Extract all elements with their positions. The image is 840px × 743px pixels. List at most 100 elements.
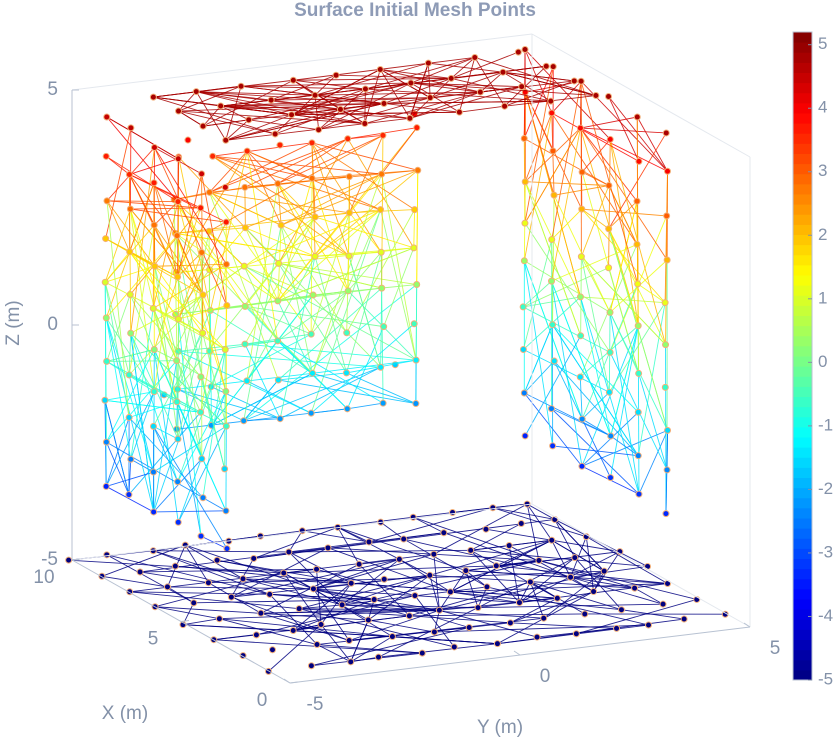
mesh-edge <box>320 624 352 663</box>
mesh-edge <box>178 350 381 368</box>
mesh-edge <box>288 551 343 606</box>
mesh-point <box>376 65 384 73</box>
mesh-point <box>519 346 527 354</box>
mesh-edge <box>348 255 382 368</box>
mesh-edge <box>130 332 179 440</box>
mesh-point <box>150 388 158 396</box>
mesh-point <box>243 147 251 155</box>
mesh-point <box>592 92 600 100</box>
mesh-edge <box>128 401 178 418</box>
mesh-point <box>150 508 158 516</box>
mesh-edge <box>580 256 610 393</box>
mesh-edge <box>104 391 155 401</box>
mesh-edge <box>610 435 639 457</box>
mesh-edge <box>433 503 528 555</box>
mesh-edge <box>177 332 204 440</box>
mesh-edge <box>106 294 131 362</box>
mesh-edge <box>244 209 381 267</box>
mesh-point <box>205 188 213 196</box>
mesh-point <box>285 548 293 556</box>
mesh-point <box>215 615 223 623</box>
mesh-edge <box>153 458 203 513</box>
colorbar-segment <box>793 669 812 681</box>
mesh-edge <box>280 224 348 333</box>
mesh-point <box>483 583 491 591</box>
mesh-point <box>361 85 369 93</box>
mesh-edge <box>580 185 610 257</box>
mesh-edge <box>664 171 668 303</box>
mesh-edge <box>410 82 481 93</box>
mesh-edge <box>271 97 431 101</box>
mesh-point <box>198 170 206 178</box>
mesh-edge <box>347 134 383 140</box>
mesh-point <box>520 134 528 142</box>
mesh-point <box>411 592 419 600</box>
mesh-edge <box>140 547 329 573</box>
mesh-edge <box>106 200 130 418</box>
mesh-edge <box>129 182 155 252</box>
mesh-point <box>243 377 251 385</box>
mesh-point <box>221 345 229 353</box>
colorbar-segment <box>793 447 812 458</box>
mesh-edge <box>310 209 381 414</box>
mesh-point <box>245 116 253 124</box>
mesh-point <box>174 155 182 163</box>
mesh-edge <box>153 425 179 440</box>
mesh-point <box>605 93 613 101</box>
colorbar-segment <box>793 143 812 154</box>
x-tick <box>180 620 190 622</box>
mesh-edge <box>409 91 481 119</box>
mesh-edge <box>384 570 605 580</box>
mesh-point <box>149 304 157 312</box>
mesh-point <box>663 466 671 474</box>
mesh-edge <box>280 173 382 226</box>
mesh-edge <box>430 71 504 99</box>
mesh-edge <box>403 519 555 540</box>
colorbar-tick-label: -5 <box>818 669 833 688</box>
mesh-edge <box>244 138 348 188</box>
mesh-point <box>474 604 482 612</box>
mesh-edge <box>585 536 595 592</box>
colorbar-frame <box>792 31 813 681</box>
mesh-edge <box>154 349 177 362</box>
mesh-point <box>198 248 206 256</box>
mesh-point <box>240 417 248 425</box>
mesh-edge <box>212 155 313 179</box>
mesh-point <box>426 571 434 579</box>
colorbar-segment <box>793 325 812 337</box>
mesh-point <box>549 63 557 71</box>
mesh-point <box>449 509 457 517</box>
mesh-edge <box>336 74 452 79</box>
mesh-edge <box>314 95 320 130</box>
mesh-edge <box>225 119 250 141</box>
colorbar-segment <box>793 558 812 570</box>
y-tick <box>513 650 521 656</box>
mesh-edge <box>253 532 444 559</box>
mesh-edge <box>277 173 382 302</box>
mesh-edge <box>413 516 540 561</box>
mesh-point <box>370 596 378 604</box>
mesh-edge <box>311 408 348 414</box>
mesh-point <box>199 494 207 502</box>
mesh-point <box>223 545 231 553</box>
mesh-point <box>380 323 388 331</box>
mesh-point <box>548 235 556 243</box>
mesh-edge <box>365 71 504 90</box>
mesh-edge <box>283 565 497 574</box>
mesh-edge <box>243 284 417 422</box>
mesh-edge <box>470 549 648 567</box>
mesh-edge <box>608 267 640 374</box>
mesh-edge <box>106 349 155 443</box>
mesh-edge <box>220 103 384 107</box>
mesh-edge <box>497 618 685 645</box>
mesh-point <box>267 96 275 104</box>
colorbar-segment <box>793 123 812 134</box>
y-tick-label: 0 <box>540 666 551 687</box>
colorbar-segment <box>793 518 812 529</box>
mesh-edge <box>244 343 281 419</box>
mesh-point <box>430 550 438 558</box>
mesh-point <box>378 170 386 178</box>
mesh-point <box>103 197 111 205</box>
colorbar-segment <box>793 42 812 53</box>
mesh-edge <box>105 127 132 239</box>
